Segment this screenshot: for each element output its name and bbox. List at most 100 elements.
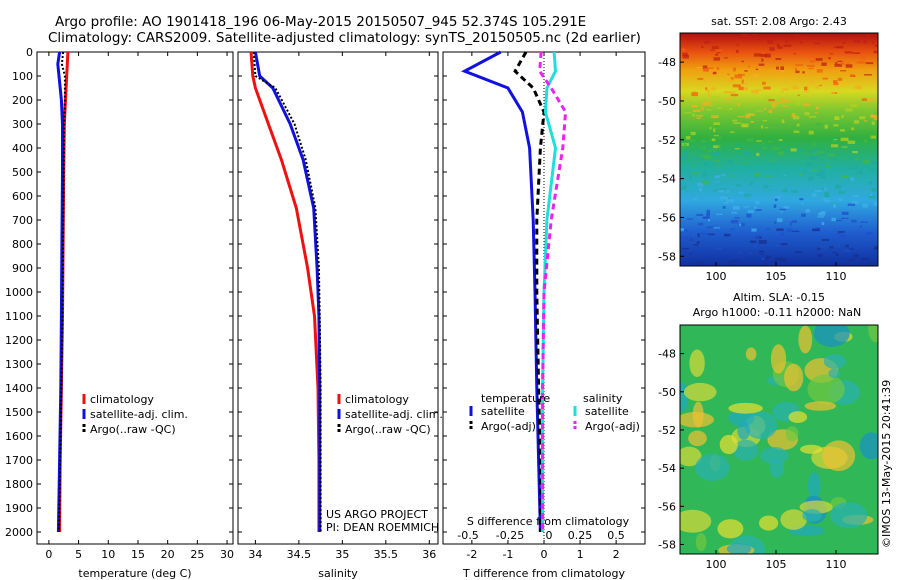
sst-texture — [737, 252, 742, 254]
depth-tick-label: 300 — [12, 118, 33, 131]
sst-texture — [873, 248, 878, 250]
sst-texture — [853, 120, 860, 124]
sst-texture — [808, 99, 812, 102]
sst-texture — [824, 191, 830, 196]
sst-texture — [706, 213, 710, 217]
sst-texture — [733, 122, 741, 124]
x-tick-label: 36 — [422, 548, 436, 561]
sst-texture — [752, 33, 758, 36]
sst-texture — [713, 189, 722, 192]
map-y-tick-label: -58 — [658, 538, 676, 551]
sst-texture — [807, 64, 815, 67]
sla-map-subtitle: Argo h1000: -0.11 h2000: NaN — [693, 306, 862, 319]
sst-texture — [693, 198, 697, 200]
sst-texture — [782, 105, 788, 107]
sst-texture — [779, 76, 784, 79]
sla-anomaly-blob — [728, 402, 763, 414]
x-tick-label: 35 — [335, 548, 349, 561]
sst-texture — [718, 164, 721, 167]
sst-texture — [686, 190, 690, 192]
sst-texture — [776, 169, 779, 171]
map-y-tick-label: -50 — [658, 386, 676, 399]
sst-texture — [806, 152, 809, 155]
sst-texture — [691, 104, 696, 108]
sst-texture — [773, 36, 777, 40]
sst-texture — [706, 209, 710, 213]
sst-texture — [774, 221, 777, 224]
map-y-tick-label: -56 — [658, 500, 676, 513]
sst-texture — [828, 153, 835, 157]
sst-texture — [847, 140, 856, 144]
sla-anomaly-blob — [830, 502, 868, 529]
sst-texture — [796, 123, 800, 127]
sst-texture — [761, 58, 764, 62]
sst-texture — [703, 80, 708, 83]
sst-texture — [750, 121, 755, 123]
sst-texture — [765, 127, 769, 129]
legend-title-temperature: temperature — [481, 392, 550, 405]
depth-tick-label: 1100 — [5, 310, 33, 323]
map-y-tick-label: -48 — [658, 56, 676, 69]
series-line-salinity-argo-adj- — [538, 51, 568, 532]
sst-texture — [743, 162, 748, 164]
x-tick-label: 25 — [190, 548, 204, 561]
sst-texture — [705, 87, 708, 90]
map-y-tick-label: -50 — [658, 95, 676, 108]
sst-texture — [833, 203, 836, 208]
sst-texture — [819, 84, 822, 87]
sst-texture — [848, 258, 856, 262]
sla-anomaly-blob — [726, 543, 752, 554]
sst-texture — [822, 77, 828, 80]
sst-texture — [734, 148, 740, 150]
sst-texture — [684, 112, 692, 114]
sst-texture — [803, 170, 807, 173]
sst-texture — [753, 73, 760, 78]
sst-texture — [736, 43, 739, 46]
sla-anomaly-blob — [680, 509, 712, 533]
sst-texture — [789, 221, 792, 226]
sst-texture — [828, 57, 831, 60]
sst-texture — [871, 121, 875, 125]
sst-texture — [702, 174, 707, 178]
sst-texture — [868, 134, 872, 139]
pi-annotation: US ARGO PROJECT — [326, 508, 428, 521]
sst-texture — [716, 247, 722, 250]
sla-anomaly-blob — [695, 453, 730, 481]
depth-tick-label: 800 — [12, 238, 33, 251]
sst-texture — [748, 65, 751, 68]
sst-texture — [868, 181, 873, 185]
sst-texture — [692, 172, 700, 175]
sla-anomaly-blob — [822, 440, 856, 472]
sst-texture — [853, 254, 860, 258]
sst-texture — [743, 206, 749, 208]
sst-texture — [722, 206, 726, 209]
sst-texture — [739, 87, 748, 90]
sst-texture — [780, 66, 784, 70]
sst-texture — [833, 80, 838, 83]
sst-texture — [766, 96, 770, 99]
map-y-tick-label: -52 — [658, 424, 676, 437]
sst-texture — [708, 233, 715, 236]
sst-texture — [812, 142, 816, 146]
sst-texture — [820, 175, 826, 179]
sst-texture — [870, 114, 875, 118]
sla-anomaly-blob — [798, 325, 813, 354]
sst-texture — [704, 40, 710, 44]
sst-texture — [691, 165, 695, 167]
sst-texture — [695, 114, 704, 117]
sst-texture — [713, 227, 721, 229]
sst-texture — [758, 63, 765, 66]
map-y-tick-label: -56 — [658, 211, 676, 224]
sst-texture — [841, 175, 849, 178]
sst-texture — [815, 85, 819, 89]
sst-texture — [691, 92, 699, 97]
legend-label: satellite-adj. clim. — [345, 408, 443, 421]
sst-texture — [865, 62, 874, 65]
sst-texture — [801, 213, 806, 217]
sst-texture — [737, 103, 740, 107]
sst-texture — [861, 257, 870, 260]
figure-title-line2: Climatology: CARS2009. Satellite-adjuste… — [48, 30, 641, 46]
sst-texture — [817, 75, 821, 77]
series-line-satellite-adj-clim- — [253, 51, 322, 532]
sst-texture — [852, 52, 861, 54]
